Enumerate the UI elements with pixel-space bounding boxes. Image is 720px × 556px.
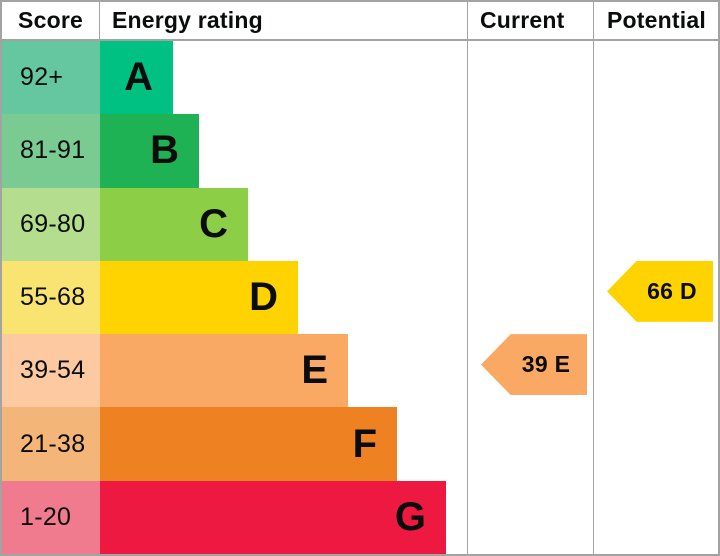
- band-row-b: 81-91 B: [2, 114, 718, 188]
- current-column-cell: [467, 114, 593, 188]
- band-bar: F: [100, 407, 397, 481]
- band-bar-cell: G: [100, 480, 467, 554]
- band-letter: D: [249, 274, 278, 319]
- chart-body: 92+ A 81-91 B 69-80 C 55-68: [2, 41, 718, 554]
- band-letter: C: [199, 201, 228, 246]
- band-bar: C: [100, 187, 248, 261]
- band-bar-cell: D: [100, 260, 467, 335]
- band-bar: G: [100, 480, 446, 554]
- score-range-label: 81-91: [2, 114, 100, 188]
- potential-column-cell: [593, 41, 718, 115]
- header-current: Current: [467, 2, 593, 39]
- potential-column-cell: [593, 187, 718, 261]
- band-bar-cell: C: [100, 187, 467, 261]
- band-bar: A: [100, 41, 173, 115]
- current-rating-marker: 39 E: [481, 334, 587, 396]
- band-letter: F: [352, 421, 377, 466]
- band-bar: D: [100, 260, 298, 335]
- current-column-cell: [467, 260, 593, 335]
- band-bar: B: [100, 114, 199, 188]
- potential-column-cell: 66 D: [593, 260, 718, 335]
- band-bar-cell: F: [100, 407, 467, 481]
- potential-column-cell: [593, 334, 718, 408]
- band-bar-cell: E: [100, 334, 467, 408]
- band-bar: E: [100, 334, 348, 408]
- band-row-g: 1-20 G: [2, 480, 718, 554]
- band-letter: E: [301, 348, 328, 393]
- band-row-e: 39-54 E 39 E: [2, 334, 718, 408]
- header-score: Score: [2, 2, 100, 39]
- current-column-cell: [467, 187, 593, 261]
- header-row: Score Energy rating Current Potential: [2, 2, 718, 41]
- potential-rating-marker: 66 D: [607, 260, 713, 322]
- current-column-cell: [467, 41, 593, 115]
- score-range-label: 69-80: [2, 187, 100, 261]
- band-row-f: 21-38 F: [2, 407, 718, 481]
- band-row-a: 92+ A: [2, 41, 718, 115]
- potential-column-cell: [593, 407, 718, 481]
- band-row-c: 69-80 C: [2, 187, 718, 261]
- potential-column-cell: [593, 480, 718, 554]
- current-column-cell: [467, 480, 593, 554]
- band-letter: G: [394, 494, 426, 539]
- current-column-cell: [467, 407, 593, 481]
- band-letter: B: [150, 128, 179, 173]
- score-range-label: 55-68: [2, 260, 100, 335]
- band-bar-cell: A: [100, 41, 467, 115]
- header-potential: Potential: [593, 2, 718, 39]
- score-range-label: 39-54: [2, 334, 100, 408]
- band-letter: A: [124, 55, 153, 100]
- score-range-label: 1-20: [2, 480, 100, 554]
- score-range-label: 92+: [2, 41, 100, 115]
- score-range-label: 21-38: [2, 407, 100, 481]
- potential-rating-label: 66 D: [647, 277, 697, 304]
- band-bar-cell: B: [100, 114, 467, 188]
- potential-column-cell: [593, 114, 718, 188]
- band-row-d: 55-68 D 66 D: [2, 260, 718, 335]
- current-column-cell: 39 E: [467, 334, 593, 408]
- header-energy-rating: Energy rating: [112, 7, 263, 33]
- current-rating-label: 39 E: [521, 351, 571, 378]
